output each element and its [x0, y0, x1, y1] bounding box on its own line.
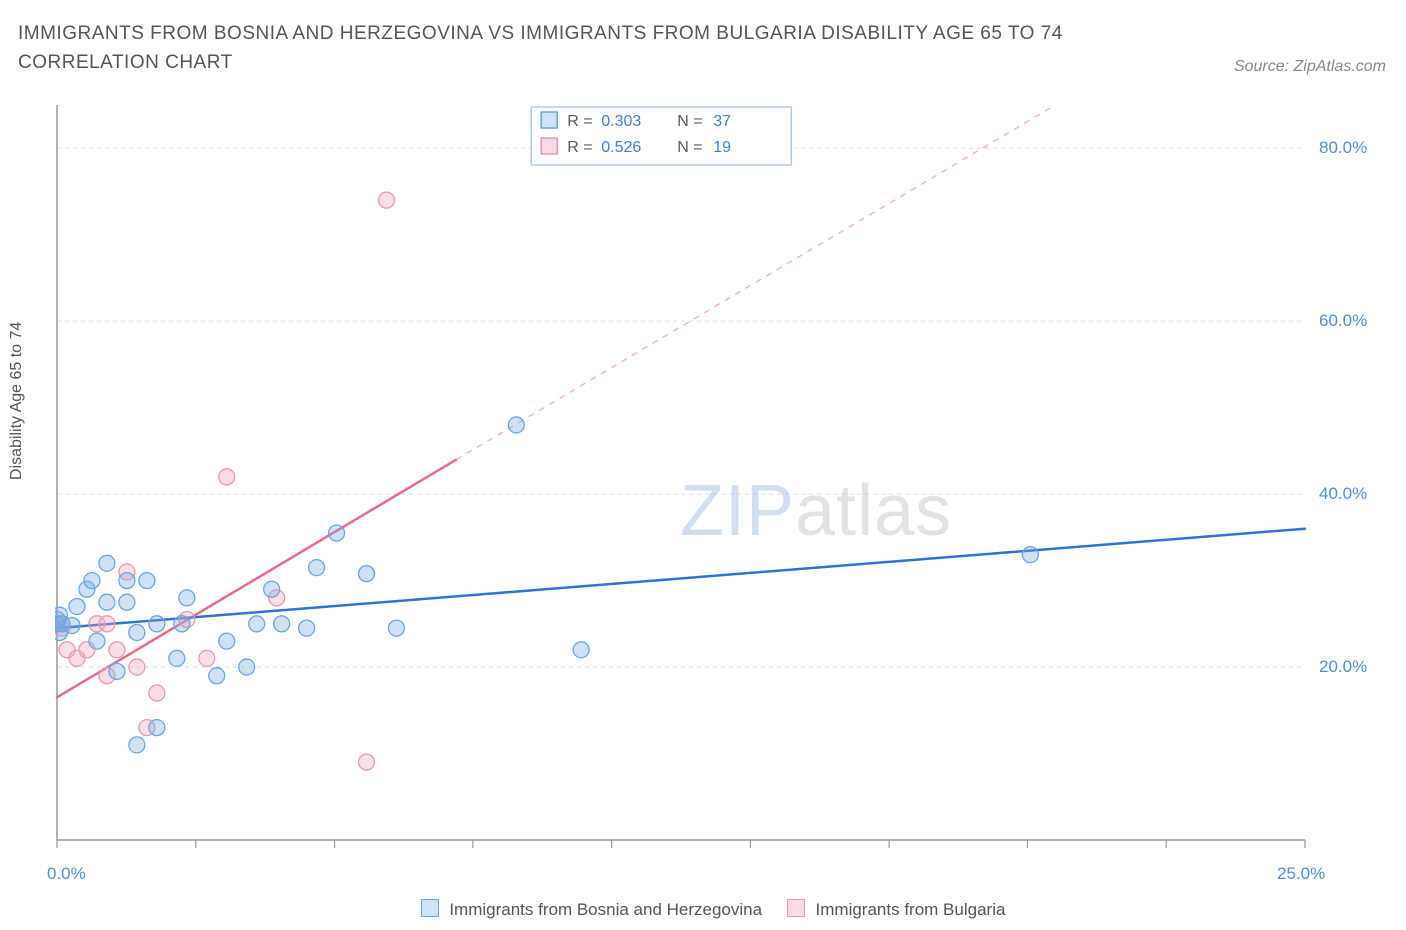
plot-container: 20.0% 40.0% 60.0% 80.0% R = 0.303 N = 37 R = 0…	[55, 100, 1375, 860]
svg-text:0.303: 0.303	[601, 113, 641, 130]
x-axis-start-label: 0.0%	[47, 864, 86, 884]
scatter-plot: 20.0% 40.0% 60.0% 80.0% R = 0.303 N = 37 R = 0…	[55, 100, 1375, 860]
source-label: Source: ZipAtlas.com	[1234, 58, 1386, 76]
legend-label-bosnia: Immigrants from Bosnia and Herzegovina	[449, 900, 762, 919]
svg-text:19: 19	[713, 139, 731, 156]
legend-swatch-bosnia	[421, 899, 439, 917]
svg-text:80.0%: 80.0%	[1319, 138, 1367, 157]
svg-text:37: 37	[713, 113, 731, 130]
svg-text:N =: N =	[677, 113, 702, 130]
legend-swatch-bulgaria	[787, 899, 805, 917]
svg-text:R =: R =	[567, 113, 592, 130]
x-axis-end-label: 25.0%	[1277, 864, 1325, 884]
svg-text:R =: R =	[567, 139, 592, 156]
svg-text:0.526: 0.526	[601, 139, 641, 156]
svg-text:60.0%: 60.0%	[1319, 311, 1367, 330]
legend-label-bulgaria: Immigrants from Bulgaria	[816, 900, 1006, 919]
bottom-legend: Immigrants from Bosnia and Herzegovina I…	[0, 899, 1406, 920]
y-axis-label: Disability Age 65 to 74	[8, 322, 26, 480]
svg-text:40.0%: 40.0%	[1319, 484, 1367, 503]
chart-title: IMMIGRANTS FROM BOSNIA AND HERZEGOVINA V…	[18, 20, 1118, 77]
svg-text:20.0%: 20.0%	[1319, 657, 1367, 676]
svg-text:N =: N =	[677, 139, 702, 156]
